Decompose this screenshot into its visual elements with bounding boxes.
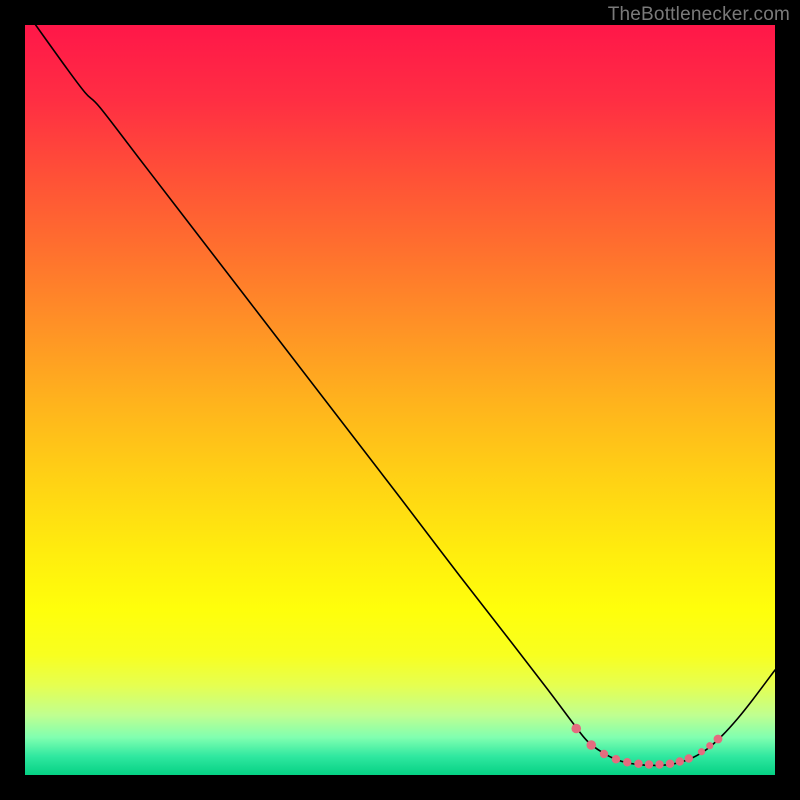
data-marker [706, 742, 713, 749]
data-marker [666, 760, 674, 768]
data-marker [612, 755, 620, 763]
gradient-background [25, 25, 775, 775]
chart-area [25, 25, 775, 775]
data-marker [698, 748, 705, 755]
watermark-text: TheBottlenecker.com [608, 4, 790, 26]
data-marker [655, 760, 663, 768]
chart-svg [25, 25, 775, 775]
data-marker [645, 760, 653, 768]
data-marker [714, 735, 723, 744]
data-marker [634, 760, 642, 768]
data-marker [623, 758, 631, 766]
data-marker [676, 757, 684, 765]
data-marker [600, 750, 608, 758]
data-marker [685, 754, 693, 762]
data-marker [571, 724, 581, 734]
data-marker [586, 740, 596, 750]
